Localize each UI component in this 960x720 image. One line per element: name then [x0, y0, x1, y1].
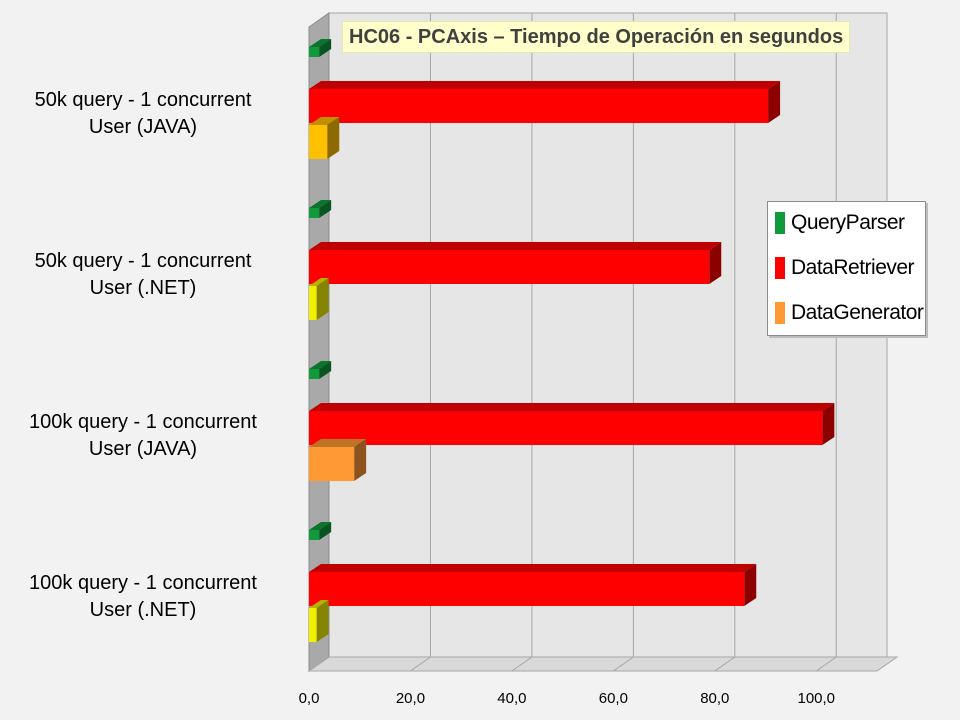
category-label-line: User (JAVA) [88, 116, 198, 138]
chart-title: HC06 - PCAxis – Tiempo de Operación en s… [342, 21, 851, 53]
bar-datagenerator [309, 125, 328, 159]
bar-queryparser [309, 530, 320, 540]
category-label: 100k query - 1 concurrent User (.NET) [0, 570, 286, 624]
bar-datagenerator-side [354, 439, 367, 481]
x-tick-label: 20,0 [396, 690, 425, 707]
bar-queryparser-side [319, 522, 332, 540]
legend-swatch [775, 257, 785, 279]
x-tick-label: 80,0 [700, 690, 729, 707]
bar-queryparser [309, 369, 320, 379]
bar-dataretriever-top [309, 81, 781, 89]
floor-gridline [815, 656, 837, 672]
floor [307, 656, 899, 672]
floor-gridline [714, 656, 736, 672]
bar-queryparser [309, 208, 320, 218]
category-label: 50k query - 1 concurrent User (JAVA) [0, 87, 286, 141]
bar-dataretriever-side [822, 403, 835, 445]
category-label-line: User (.NET) [89, 599, 197, 621]
category-label-line: 100k query - 1 concurrent [29, 411, 257, 433]
category-label: 50k query - 1 concurrent User (.NET) [0, 248, 286, 302]
bar-dataretriever [309, 411, 823, 445]
x-tick-label: 100,0 [797, 690, 835, 707]
floor-gridline [613, 656, 634, 672]
floor-gridline [511, 656, 533, 672]
bar-queryparser-side [319, 200, 332, 218]
bar-datagenerator-top [309, 278, 329, 286]
bar-datagenerator [309, 608, 317, 642]
bar-queryparser-top [309, 39, 332, 47]
legend-swatch [775, 212, 785, 234]
bar-datagenerator [309, 286, 317, 320]
floor-gridline [308, 656, 330, 672]
bar-datagenerator-side [316, 600, 329, 642]
bar-datagenerator-top [309, 600, 329, 608]
legend-label: DataGenerator [791, 301, 924, 324]
bar-dataretriever [309, 89, 769, 123]
x-tick-label: 60,0 [599, 690, 628, 707]
bar-dataretriever-side [709, 242, 722, 284]
bar-queryparser-top [309, 361, 332, 369]
bar-dataretriever-side [768, 81, 781, 123]
bar-queryparser-side [319, 361, 332, 379]
floor-gridline [410, 656, 431, 672]
category-label-line: User (JAVA) [88, 438, 198, 460]
bar-dataretriever [309, 250, 710, 284]
category-label-line: User (.NET) [89, 277, 197, 299]
bar-dataretriever-top [309, 403, 835, 411]
legend-label: QueryParser [791, 211, 905, 234]
bar-queryparser-top [309, 200, 332, 208]
legend-item: QueryParser [775, 208, 905, 238]
bar-dataretriever-top [309, 564, 757, 572]
bar-queryparser-side [319, 39, 332, 57]
bar-datagenerator-top [309, 439, 367, 447]
legend-label: DataRetriever [791, 256, 915, 279]
bar-dataretriever-top [309, 242, 722, 250]
bar-queryparser-top [309, 522, 332, 530]
bar-queryparser [309, 47, 320, 57]
bar-datagenerator-side [316, 278, 329, 320]
bar-datagenerator-side [327, 117, 340, 159]
chart-legend: QueryParser DataRetriever DataGenerator [767, 201, 926, 336]
legend-item: DataRetriever [775, 253, 915, 283]
legend-item: DataGenerator [775, 298, 924, 328]
category-label-line: 100k query - 1 concurrent [29, 572, 257, 594]
bar-datagenerator-top [309, 117, 340, 125]
legend-swatch [775, 302, 785, 324]
category-label-line: 50k query - 1 concurrent [34, 250, 252, 272]
bar-dataretriever-side [744, 564, 757, 606]
category-label: 100k query - 1 concurrent User (JAVA) [0, 409, 286, 463]
x-tick-label: 0,0 [299, 690, 320, 707]
x-tick-label: 40,0 [497, 690, 526, 707]
category-label-line: 50k query - 1 concurrent [34, 89, 252, 111]
bar-dataretriever [309, 572, 745, 606]
bar-datagenerator [309, 447, 355, 481]
